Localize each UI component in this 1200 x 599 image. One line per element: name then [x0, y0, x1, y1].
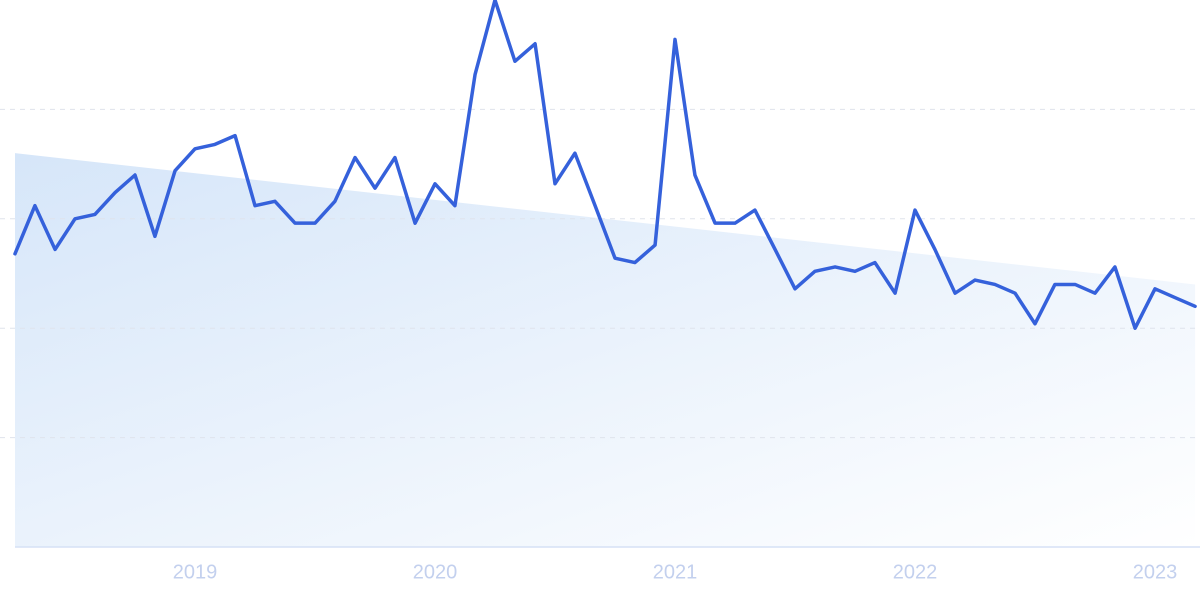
x-tick-label: 2020	[413, 561, 458, 583]
trend-area	[15, 153, 1196, 547]
x-tick-label: 2019	[173, 561, 218, 583]
line	[13, 0, 1197, 330]
x-tick-label: 2021	[653, 561, 698, 583]
x-tick-label: 2023	[1133, 561, 1178, 583]
x-tick-label: 2022	[893, 561, 938, 583]
